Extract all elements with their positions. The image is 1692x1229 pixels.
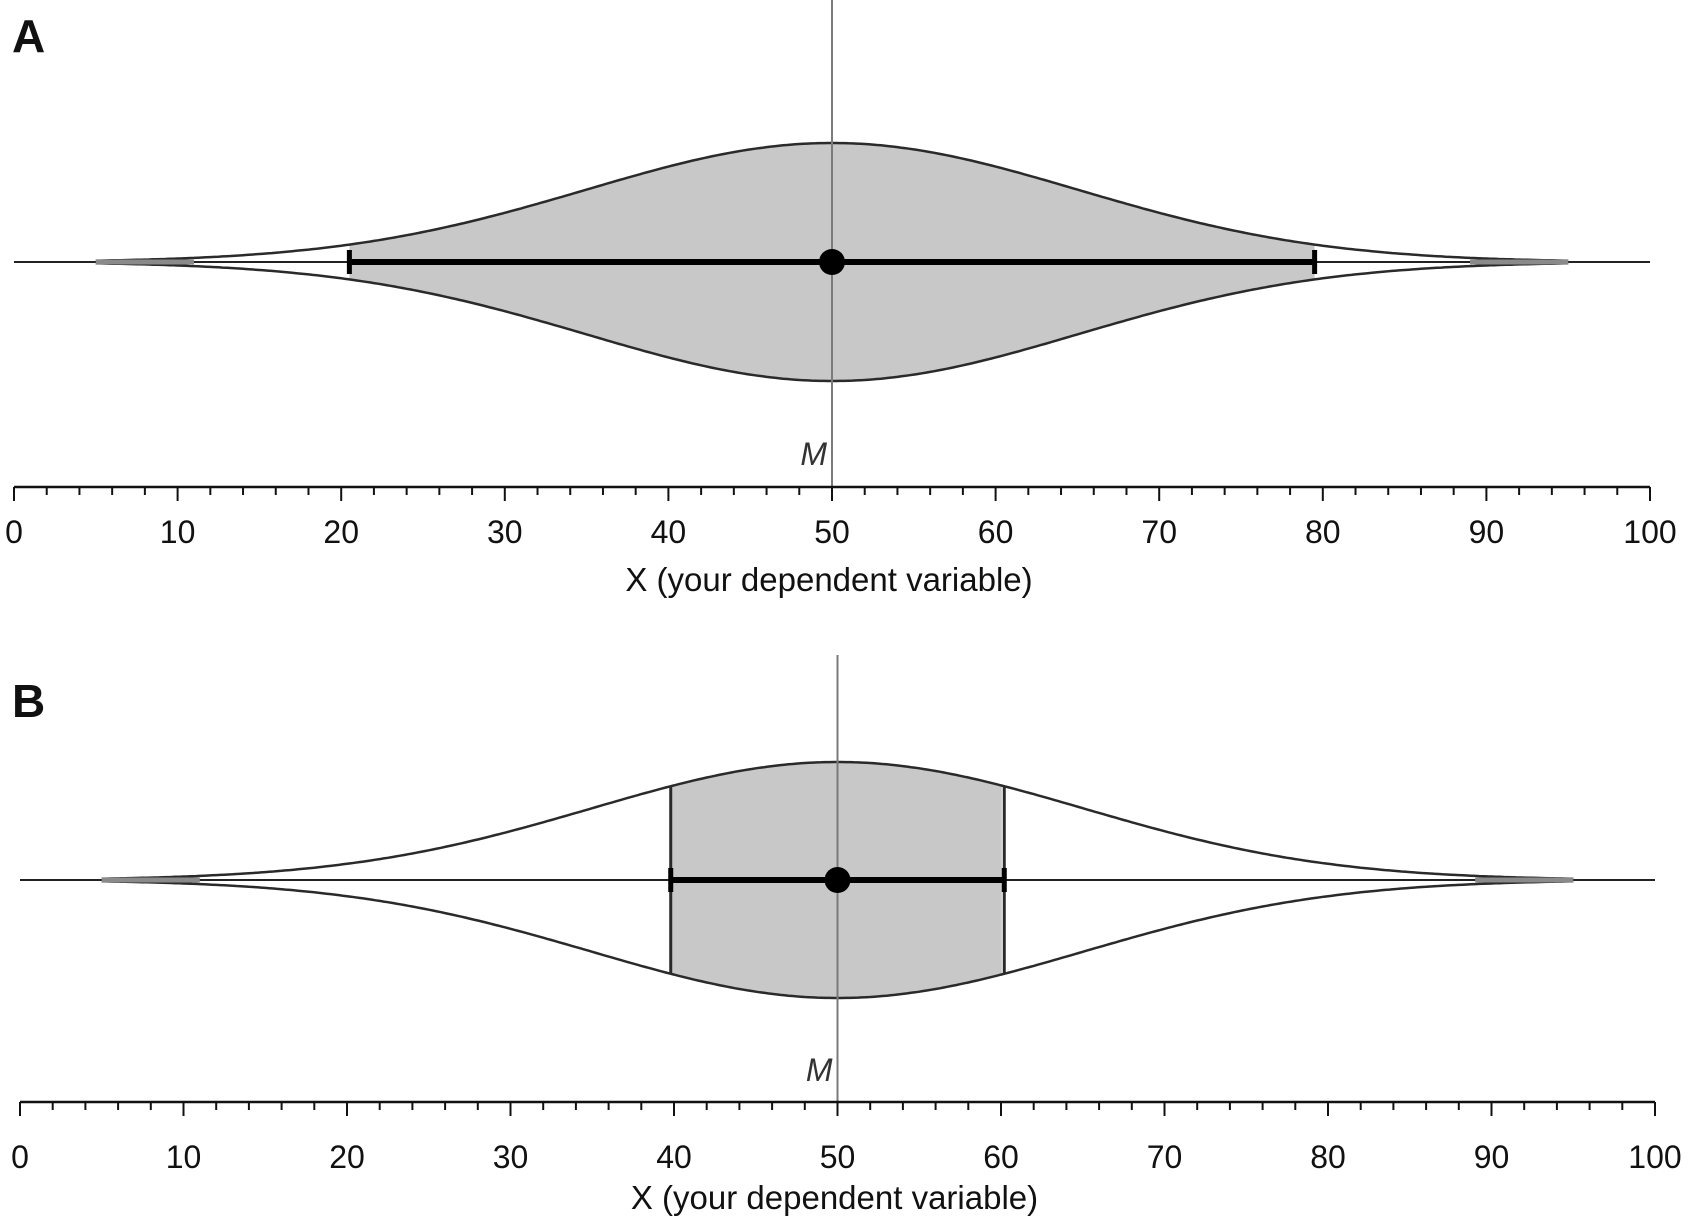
x-tick-label: 50 [814, 514, 850, 550]
x-tick-label: 40 [656, 1139, 692, 1175]
x-tick-label: 20 [329, 1139, 365, 1175]
panel-b: B M 0 10 20 30 40 50 60 70 80 90 100 X (your dependen… [11, 655, 1682, 1216]
x-tick-label: 50 [820, 1139, 856, 1175]
x-tick-label: 70 [1141, 514, 1177, 550]
x-tick-label: 100 [1623, 514, 1676, 550]
x-tick-label: 90 [1469, 514, 1505, 550]
x-tick-label: 40 [651, 514, 687, 550]
x-axis-title: X (your dependent variable) [631, 1179, 1038, 1216]
mean-label: M [800, 436, 827, 472]
x-tick-label: 0 [5, 514, 23, 550]
x-tick-label: 80 [1310, 1139, 1346, 1175]
x-tick-label: 70 [1147, 1139, 1183, 1175]
x-tick-label: 60 [983, 1139, 1019, 1175]
mean-point [819, 249, 845, 275]
x-tick-label: 10 [166, 1139, 202, 1175]
x-tick-label: 10 [160, 514, 196, 550]
x-tick-label: 90 [1474, 1139, 1510, 1175]
panel-label: B [12, 675, 45, 727]
x-tick-label: 100 [1628, 1139, 1681, 1175]
x-tick-label: 20 [323, 514, 359, 550]
x-tick-label: 0 [11, 1139, 29, 1175]
x-axis-title: X (your dependent variable) [625, 561, 1032, 598]
panel-a: A M 0 10 20 30 40 50 60 70 80 90 100 X (your dependen… [5, 0, 1677, 598]
x-tick-label: 80 [1305, 514, 1341, 550]
x-tick-label: 30 [493, 1139, 529, 1175]
panel-label: A [12, 10, 45, 62]
mean-label: M [806, 1052, 833, 1088]
x-tick-label: 60 [978, 514, 1014, 550]
x-tick-label: 30 [487, 514, 523, 550]
mean-point [824, 867, 851, 893]
